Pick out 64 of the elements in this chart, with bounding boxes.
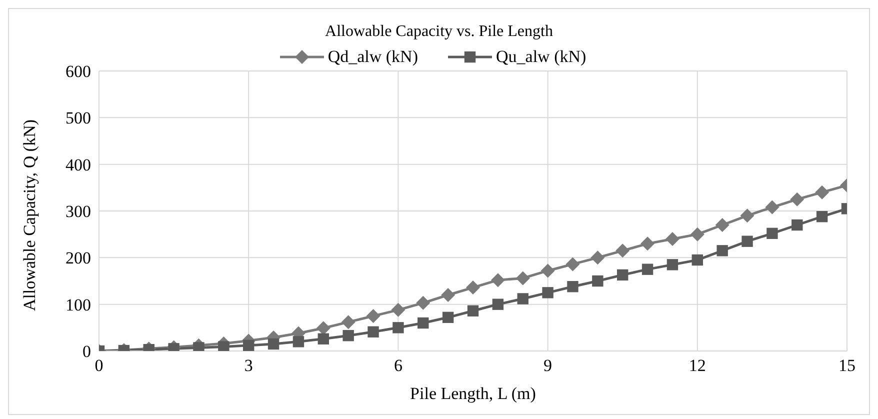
- legend-label: Qu_alw (kN): [496, 47, 586, 67]
- point: [640, 236, 655, 251]
- x-tick-label: 6: [394, 356, 402, 376]
- point: [592, 275, 604, 287]
- point: [766, 228, 778, 239]
- x-tick-label: 0: [94, 356, 104, 376]
- point: [517, 293, 528, 304]
- y-axis-title: Allowable Capacity, Q (kN): [20, 119, 40, 311]
- point: [617, 269, 628, 281]
- y-tick-label: 500: [66, 108, 91, 128]
- y-tick-label: 600: [66, 62, 91, 82]
- point: [341, 315, 356, 330]
- point: [466, 280, 480, 295]
- y-tick-label: 300: [66, 202, 91, 222]
- point: [590, 250, 605, 265]
- point: [366, 309, 380, 323]
- point: [318, 333, 329, 344]
- point: [243, 340, 254, 351]
- x-axis-title: Pile Length, L (m): [410, 384, 536, 403]
- point: [540, 264, 555, 278]
- point: [442, 312, 454, 323]
- point: [316, 321, 330, 336]
- point: [642, 264, 654, 275]
- point: [416, 296, 430, 310]
- point: [542, 287, 554, 298]
- point: [567, 281, 578, 292]
- point: [666, 259, 678, 270]
- point: [418, 317, 429, 329]
- point: [490, 273, 505, 288]
- x-tick-label: 12: [688, 356, 706, 376]
- x-tick-label: 15: [838, 356, 856, 376]
- point: [566, 257, 580, 272]
- point: [616, 244, 630, 258]
- point: [441, 288, 456, 302]
- point: [268, 338, 280, 350]
- point: [391, 302, 406, 317]
- point: [492, 298, 504, 310]
- point: [218, 341, 230, 351]
- legend-label: Qd_alw (kN): [328, 47, 418, 67]
- y-tick-label: 0: [82, 342, 91, 362]
- y-tick-label: 200: [66, 248, 91, 268]
- point: [792, 219, 803, 231]
- point: [516, 271, 530, 286]
- point: [715, 218, 730, 232]
- point: [467, 305, 479, 316]
- point: [742, 236, 753, 247]
- x-tick-label: 9: [544, 356, 552, 376]
- x-tick-label: 3: [244, 356, 253, 376]
- point: [815, 185, 830, 200]
- point: [665, 232, 680, 246]
- chart-title: Allowable Capacity vs. Pile Length: [324, 22, 554, 41]
- y-tick-label: 100: [66, 295, 91, 314]
- point: [342, 330, 354, 342]
- point: [368, 326, 379, 338]
- point: [692, 254, 703, 266]
- point: [292, 336, 304, 348]
- point: [716, 245, 728, 256]
- point: [740, 208, 754, 223]
- y-tick-label: 400: [66, 155, 91, 174]
- point: [392, 322, 404, 334]
- point: [765, 200, 780, 214]
- point: [816, 211, 828, 222]
- point: [790, 192, 804, 206]
- point: [690, 227, 704, 242]
